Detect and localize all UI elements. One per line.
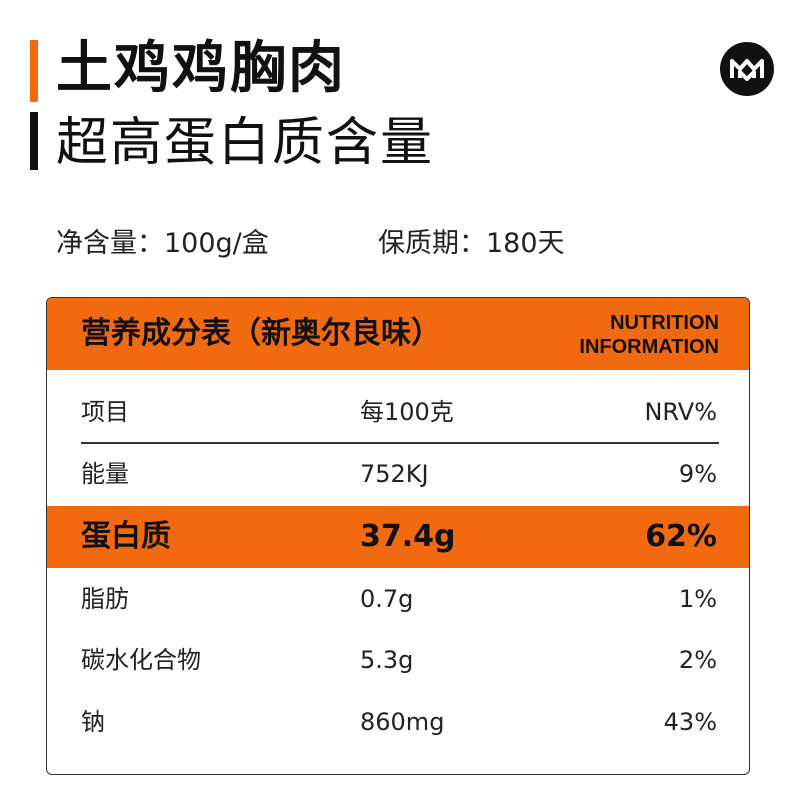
product-subtitle: 超高蛋白质含量 — [56, 113, 435, 173]
accent-bar-orange — [30, 40, 38, 102]
row-item: 脂肪 — [81, 585, 129, 613]
brand-logo-icon — [720, 42, 774, 96]
row-nrv: 1% — [678, 585, 717, 613]
nutrition-table: 营养成分表（新奥尔良味） NUTRITION INFORMATION 项目 每1… — [46, 297, 750, 775]
accent-bar-black — [30, 112, 38, 170]
row-per100: 860mg — [360, 708, 445, 736]
table-row: 钠 860mg 43% — [47, 692, 749, 752]
column-header-nrv: NRV% — [644, 398, 717, 426]
row-nrv: 2% — [678, 646, 717, 674]
column-header-item: 项目 — [81, 398, 129, 426]
row-item: 能量 — [81, 460, 129, 488]
row-item: 蛋白质 — [81, 519, 171, 554]
net-content: 净含量：100g/盒 — [56, 228, 269, 259]
shelf-life: 保质期：180天 — [378, 228, 565, 259]
row-item: 碳水化合物 — [81, 646, 201, 674]
row-per100: 0.7g — [360, 585, 414, 613]
table-row-highlight: 蛋白质 37.4g 62% — [47, 506, 749, 568]
row-nrv: 62% — [645, 519, 717, 554]
table-row: 脂肪 0.7g 1% — [47, 569, 749, 629]
row-nrv: 9% — [678, 460, 717, 488]
row-per100: 752KJ — [360, 460, 429, 488]
row-nrv: 43% — [663, 708, 717, 736]
nutrition-title-en-line1: NUTRITION — [610, 312, 719, 334]
product-title: 土鸡鸡胸肉 — [56, 36, 346, 101]
column-header-per100: 每100克 — [360, 398, 454, 426]
table-row: 碳水化合物 5.3g 2% — [47, 630, 749, 690]
nutrition-title: 营养成分表（新奥尔良味） — [81, 316, 441, 351]
table-row: 能量 752KJ 9% — [47, 444, 749, 504]
row-per100: 5.3g — [360, 646, 414, 674]
row-per100: 37.4g — [360, 519, 456, 554]
nutrition-header: 营养成分表（新奥尔良味） NUTRITION INFORMATION — [47, 298, 749, 370]
table-divider — [81, 442, 719, 444]
nutrition-title-en-line2: INFORMATION — [579, 336, 719, 358]
row-item: 钠 — [81, 708, 105, 736]
table-header-row: 项目 每100克 NRV% — [47, 382, 749, 442]
nutrition-title-en: NUTRITION INFORMATION — [579, 311, 719, 359]
